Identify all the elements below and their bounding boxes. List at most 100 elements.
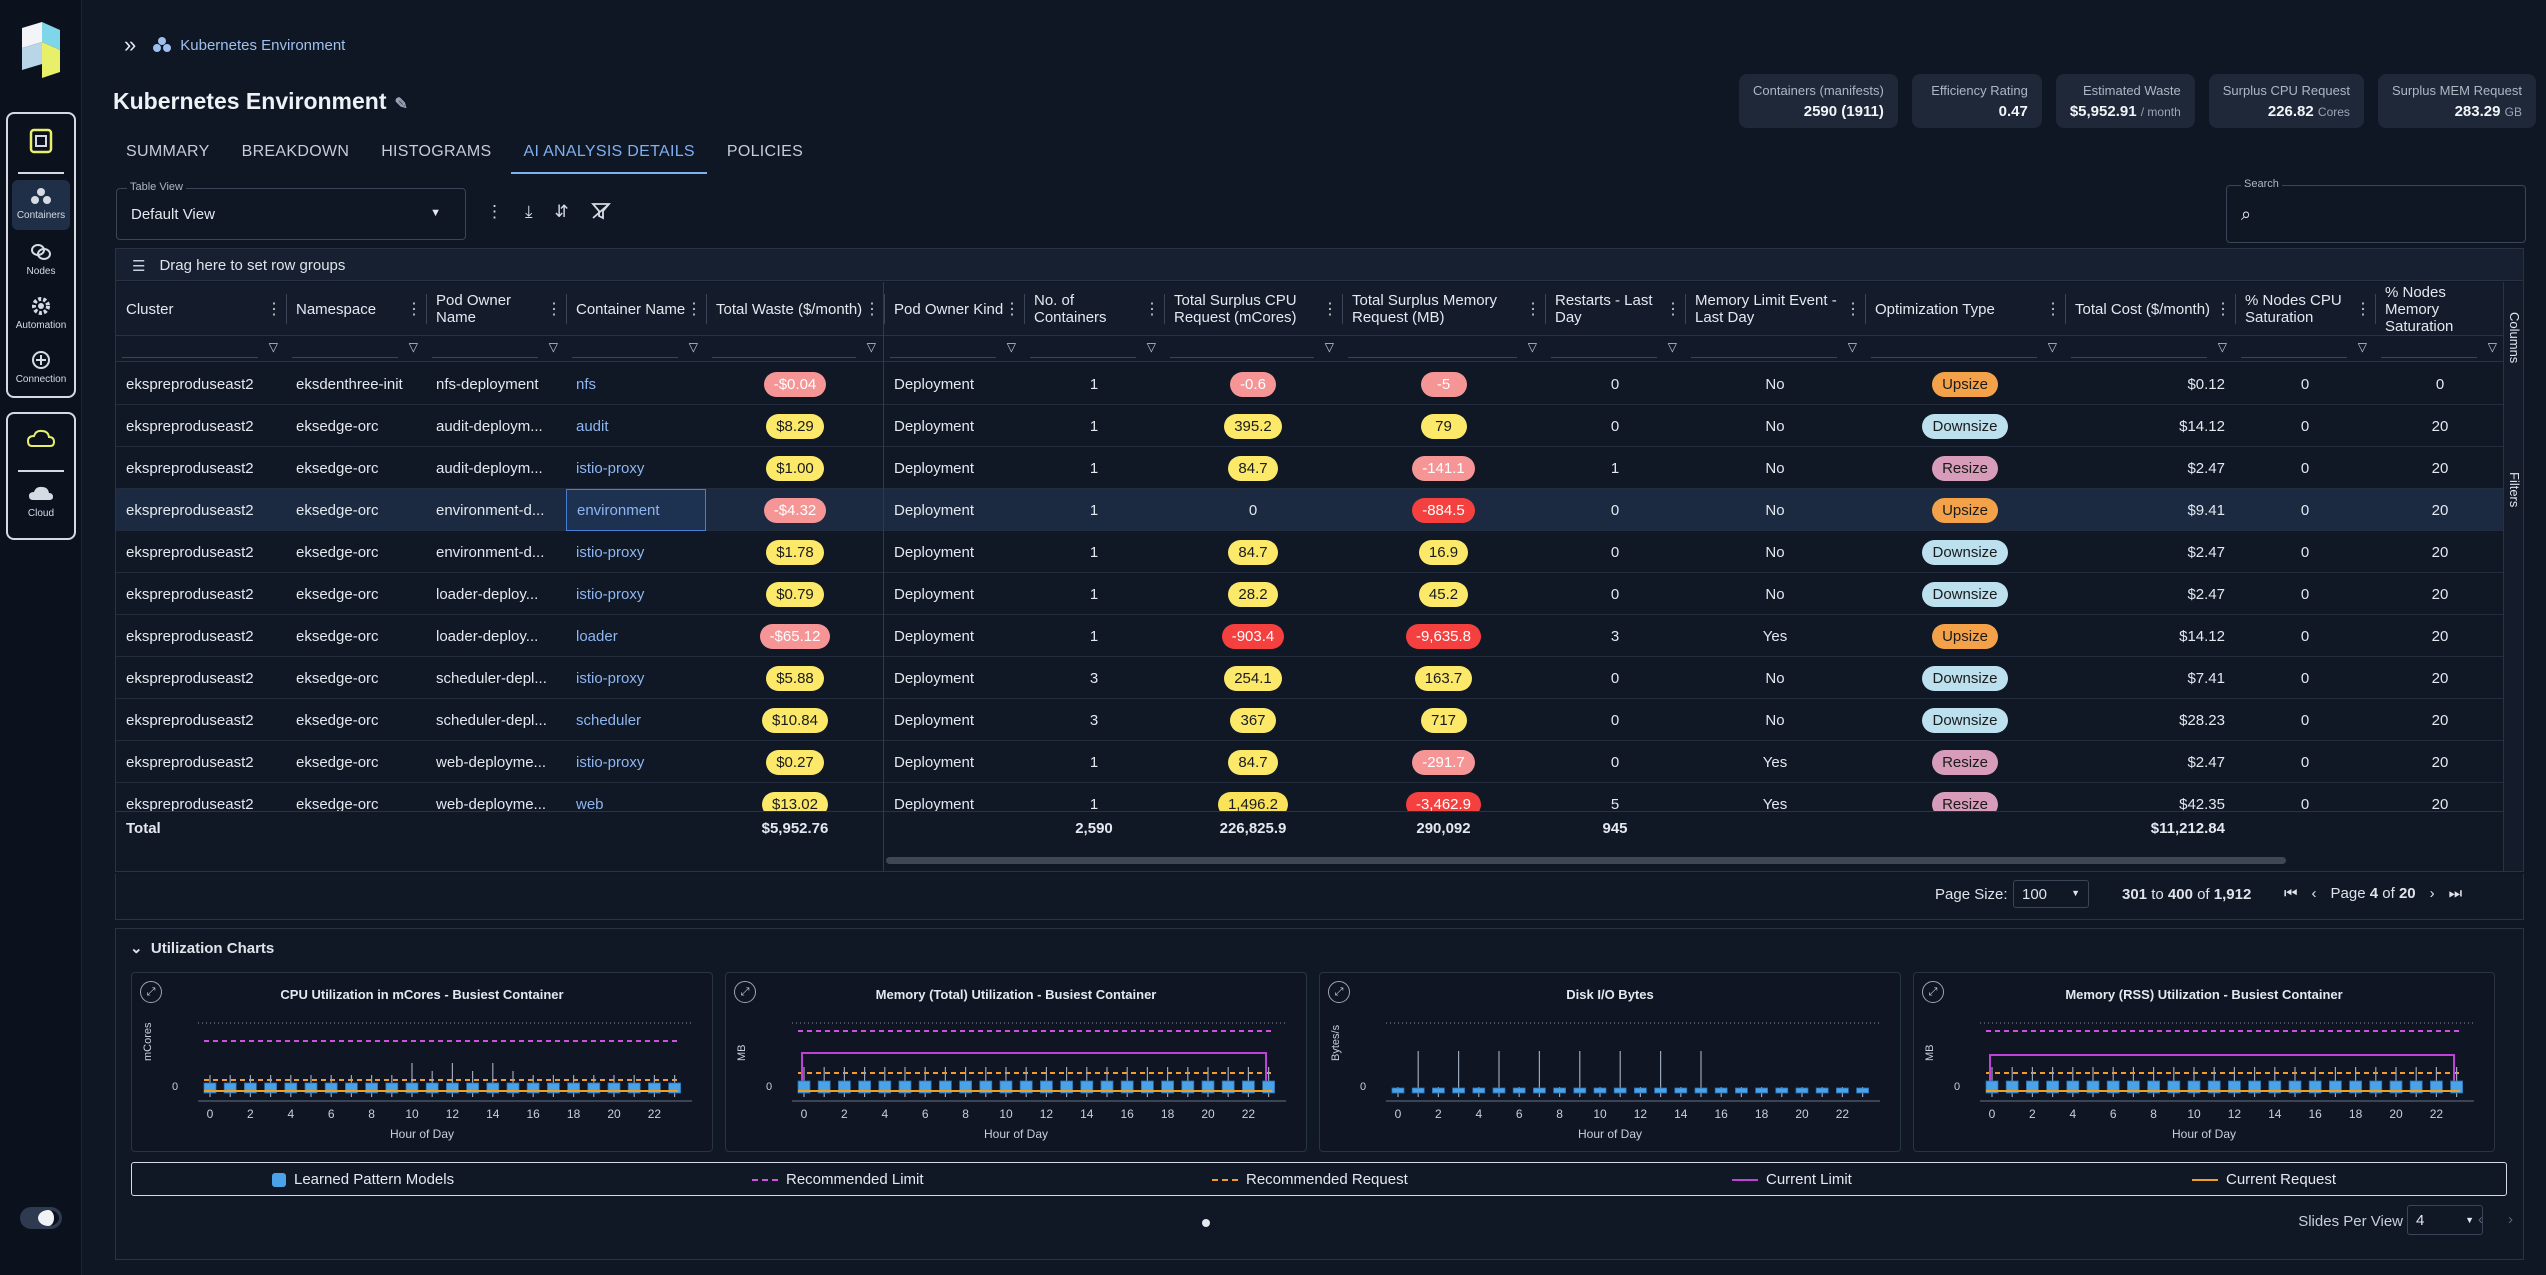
expand-icon[interactable]: ⤢ [734, 981, 756, 1003]
first-page-icon[interactable]: ⏮ [2284, 885, 2298, 902]
legend-item[interactable]: Current Limit [1732, 1171, 1852, 1188]
filter-input[interactable] [1691, 340, 1837, 358]
column-separator[interactable] [566, 294, 567, 324]
rail-item-containers[interactable]: Containers [12, 180, 70, 230]
expand-icon[interactable]: ⤢ [1328, 981, 1350, 1003]
column-filter-cost[interactable]: ▽ [2065, 336, 2235, 362]
filter-icon[interactable]: ▽ [1667, 340, 1677, 354]
column-separator[interactable] [1342, 294, 1343, 324]
filter-icon[interactable]: ▽ [1527, 340, 1537, 354]
rail-cloud-top-icon[interactable] [12, 422, 70, 462]
table-row[interactable]: ekspreproduseast2 eksedge-orc audit-deploy… [116, 447, 2506, 489]
column-separator[interactable] [1685, 294, 1686, 324]
theme-toggle[interactable] [20, 1207, 62, 1229]
expand-icon[interactable]: ⤢ [1922, 981, 1944, 1003]
container-link[interactable]: audit [576, 417, 609, 435]
column-header-waste[interactable]: Total Waste ($/month) ⋮ [706, 282, 884, 336]
column-filter-cpu[interactable]: ▽ [1164, 336, 1342, 362]
download-icon[interactable]: ⤓ [525, 202, 533, 221]
column-separator[interactable] [1164, 294, 1165, 324]
container-link[interactable]: loader [576, 627, 618, 645]
rail-item-automation[interactable]: Automation [12, 290, 70, 340]
column-header-container[interactable]: Container Name ⋮ [566, 282, 706, 336]
table-row[interactable]: ekspreproduseast2 eksedge-orc loader-deplo… [116, 573, 2506, 615]
clear-filter-icon[interactable] [590, 202, 611, 220]
column-header-memevt[interactable]: Memory Limit Event - Last Day ⋮ [1685, 282, 1865, 336]
last-page-icon[interactable]: ⏭ [2448, 885, 2463, 902]
column-menu-icon[interactable]: ⋮ [546, 300, 562, 318]
column-header-cost[interactable]: Total Cost ($/month) ⋮ [2065, 282, 2235, 336]
collapse-icon[interactable]: ⇵ [554, 202, 569, 221]
column-menu-icon[interactable]: ⋮ [2215, 300, 2231, 318]
container-link[interactable]: istio-proxy [576, 669, 645, 687]
legend-item[interactable]: Recommended Request [1212, 1171, 1408, 1188]
rail-item-connection[interactable]: Connection [12, 344, 70, 394]
carousel-next-icon[interactable]: › [2508, 1211, 2513, 1228]
column-separator[interactable] [1865, 294, 1866, 324]
filter-icon[interactable]: ▽ [2047, 340, 2057, 354]
column-filter-memsat[interactable]: ▽ [2375, 336, 2505, 362]
expand-icon[interactable]: ⤢ [140, 981, 162, 1003]
row-group-dropzone[interactable]: ☰ Drag here to set row groups [116, 249, 2523, 281]
filter-input[interactable] [2071, 340, 2207, 358]
carousel-prev-icon[interactable]: ‹ [2477, 1211, 2483, 1228]
column-header-namespace[interactable]: Namespace ⋮ [286, 282, 426, 336]
column-separator[interactable] [2375, 294, 2376, 324]
column-menu-icon[interactable]: ⋮ [686, 300, 702, 318]
filter-input[interactable] [712, 340, 856, 358]
filter-icon[interactable]: ▽ [1146, 340, 1156, 354]
search-input[interactable]: Search ⌕ [2226, 178, 2526, 243]
filter-input[interactable] [2241, 340, 2347, 358]
legend-item[interactable]: Recommended Limit [752, 1171, 924, 1188]
column-header-memsat[interactable]: % Nodes Memory Saturation [2375, 282, 2505, 336]
filter-input[interactable] [1170, 340, 1314, 358]
column-header-cluster[interactable]: Cluster ⋮ [116, 282, 286, 336]
column-separator[interactable] [1024, 294, 1025, 324]
container-link[interactable]: environment [577, 501, 660, 519]
column-filter-pod[interactable]: ▽ [426, 336, 566, 362]
column-menu-icon[interactable]: ⋮ [2355, 300, 2371, 318]
column-separator[interactable] [2065, 294, 2066, 324]
column-filter-opt[interactable]: ▽ [1865, 336, 2065, 362]
filter-input[interactable] [292, 340, 398, 358]
table-row[interactable]: ekspreproduseast2 eksedge-orc loader-deplo… [116, 615, 2506, 657]
column-menu-icon[interactable]: ⋮ [864, 300, 880, 318]
filter-input[interactable] [432, 340, 538, 358]
table-row[interactable]: ekspreproduseast2 eksedge-orc environment-… [116, 489, 2506, 531]
filter-icon[interactable]: ▽ [866, 340, 876, 354]
filter-icon[interactable]: ▽ [2487, 340, 2497, 354]
table-row[interactable]: ekspreproduseast2 eksedge-orc scheduler-de… [116, 699, 2506, 741]
column-menu-icon[interactable]: ⋮ [1004, 300, 1020, 318]
column-header-opt[interactable]: Optimization Type ⋮ [1865, 282, 2065, 336]
column-filter-memevt[interactable]: ▽ [1685, 336, 1865, 362]
tab-policies[interactable]: POLICIES [726, 143, 804, 160]
filter-icon[interactable]: ▽ [1847, 340, 1857, 354]
column-header-count[interactable]: No. of Containers ⋮ [1024, 282, 1164, 336]
column-filter-kind[interactable]: ▽ [884, 336, 1024, 362]
column-menu-icon[interactable]: ⋮ [266, 300, 282, 318]
column-filter-mem[interactable]: ▽ [1342, 336, 1545, 362]
filter-input[interactable] [890, 340, 996, 358]
container-link[interactable]: istio-proxy [576, 459, 645, 477]
rail-item-cloud[interactable]: Cloud [12, 478, 70, 532]
app-logo[interactable] [20, 22, 62, 78]
column-filter-restarts[interactable]: ▽ [1545, 336, 1685, 362]
carousel-dot[interactable] [1202, 1219, 1210, 1227]
column-separator[interactable] [2235, 294, 2236, 324]
more-vertical-icon[interactable]: ⋮ [486, 202, 503, 221]
column-header-kind[interactable]: Pod Owner Kind ⋮ [884, 282, 1024, 336]
horizontal-scrollbar[interactable] [886, 857, 2286, 864]
filter-icon[interactable]: ▽ [408, 340, 418, 354]
expand-chevrons-icon[interactable]: » [124, 32, 137, 57]
page-size-select[interactable]: 100 [2013, 880, 2089, 908]
next-page-icon[interactable]: › [2429, 885, 2435, 902]
edit-icon[interactable]: ✎ [394, 96, 408, 113]
table-row[interactable]: ekspreproduseast2 eksedge-orc audit-deploy… [116, 405, 2506, 447]
filter-input[interactable] [572, 340, 678, 358]
tab-summary[interactable]: SUMMARY [126, 143, 210, 160]
table-row[interactable]: ekspreproduseast2 eksdenthree-init nfs-dep… [116, 363, 2506, 405]
container-link[interactable]: web [576, 795, 604, 812]
table-row[interactable]: ekspreproduseast2 eksedge-orc web-deployme… [116, 741, 2506, 783]
column-separator[interactable] [426, 294, 427, 324]
column-filter-namespace[interactable]: ▽ [286, 336, 426, 362]
